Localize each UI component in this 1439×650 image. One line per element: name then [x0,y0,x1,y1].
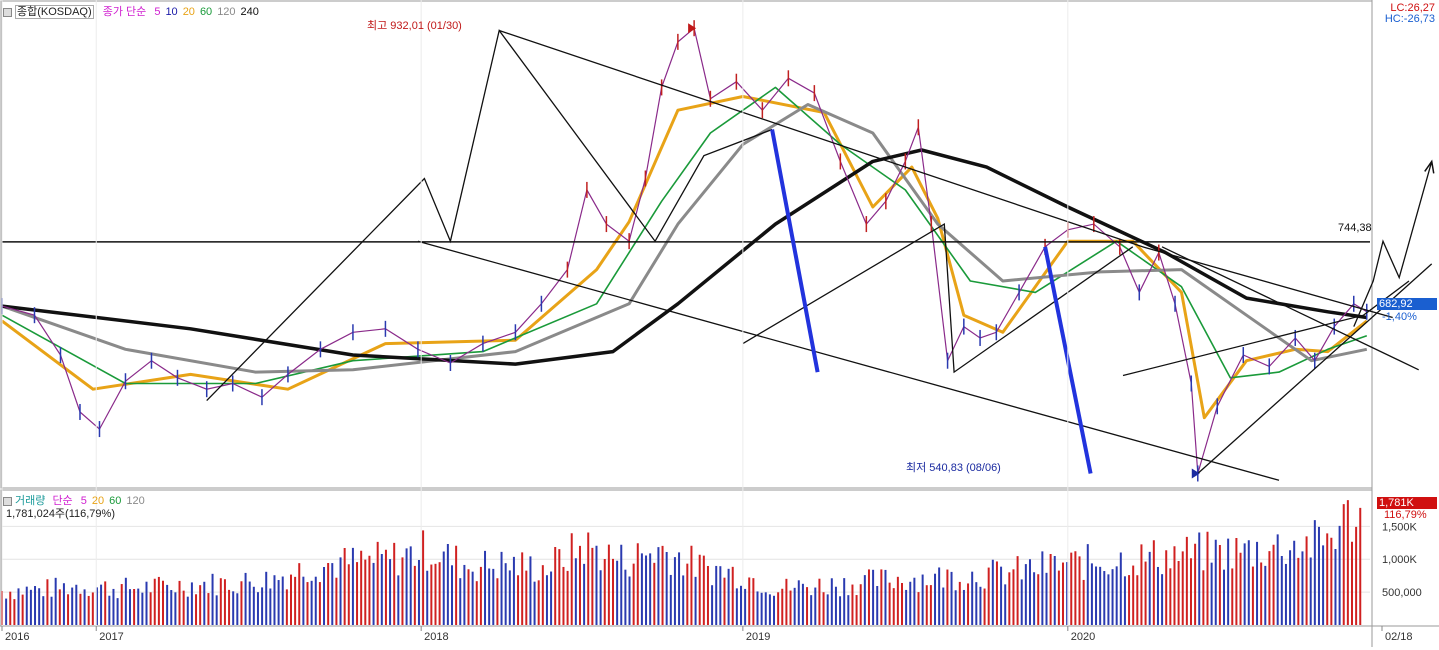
high-marker [688,23,697,34]
trendline [742,223,1134,374]
low-annotation: 최저 540,83 (08/06) [906,462,1001,474]
volume-legend: 거래량 단순 5 20 60 120 [3,492,145,508]
ma-period-20: 20 [91,495,105,507]
price-legend: 종합(KOSDAQ) 종가 단순 5 10 20 60 120 240 [3,3,259,19]
projection-arrow-head [1424,159,1435,174]
trendline [498,29,1393,319]
last-volume-badge: 1,781K [1377,497,1437,509]
ma-line-60 [1,86,1368,385]
volume-bars [1,500,1362,625]
ma-period-10: 10 [165,6,178,18]
ma-period-120: 120 [126,495,145,507]
hc-label: HC:-26,73 [1384,13,1435,25]
volume-tick-label: 500,000 [1382,587,1422,599]
trendline [417,240,1280,481]
trendline [1353,161,1433,327]
level-annotation: 744,38 [1338,222,1372,234]
trendline [1161,246,1419,371]
volume-ma-period-list: 5 20 60 120 [76,495,145,507]
ma-line-240 [1,148,1368,366]
ma-period-60: 60 [109,495,122,507]
ma-period-240: 240 [240,6,259,18]
time-axis-ticks: 2016 2017 2018 2019 2020 02/18 [1,0,1413,643]
trendline [1122,280,1410,377]
volume-title: 거래량 [15,495,46,507]
ma-period-120: 120 [217,6,236,18]
ma-title: 종가 단순 [102,6,147,18]
time-tick-label: 2020 [1071,631,1095,643]
ma-line-120 [1,103,1368,374]
time-tick-label: 2019 [746,631,770,643]
volume-tick-label: 1,500K [1382,521,1418,533]
time-tick-label: 2018 [424,631,448,643]
low-marker [1191,468,1200,479]
ma-period-5: 5 [154,6,161,18]
last-price-badge: 682,92 [1377,298,1437,310]
volume-value: 1,781,024주(116,79%) [6,508,115,520]
drop-trendline [770,129,820,373]
symbol-label[interactable]: 종합(KOSDAQ) [15,5,94,19]
ma-period-60: 60 [199,6,213,18]
volume-tick-label: 1,000K [1382,554,1418,566]
high-annotation: 최고 932,01 (01/30) [367,20,462,32]
panel-menu-icon[interactable] [3,7,12,17]
volume-panel-menu-icon[interactable] [3,496,12,506]
volume-axis-ticks: 1,500K 1,000K 500,000 [1382,521,1422,599]
volume-ma-title: 단순 [52,495,73,507]
ma-period-list: 5 10 20 60 120 240 [149,6,259,18]
time-tick-label: 2016 [5,631,29,643]
time-tick-label: 2017 [99,631,123,643]
last-change-label: -1,40% [1382,311,1417,323]
lc-label: LC:26,27 [1390,2,1435,14]
time-tick-label: 02/18 [1385,631,1413,643]
ma-period-5: 5 [80,495,87,507]
ma-period-20: 20 [182,6,195,18]
last-volume-ratio: 116,79% [1384,509,1427,521]
